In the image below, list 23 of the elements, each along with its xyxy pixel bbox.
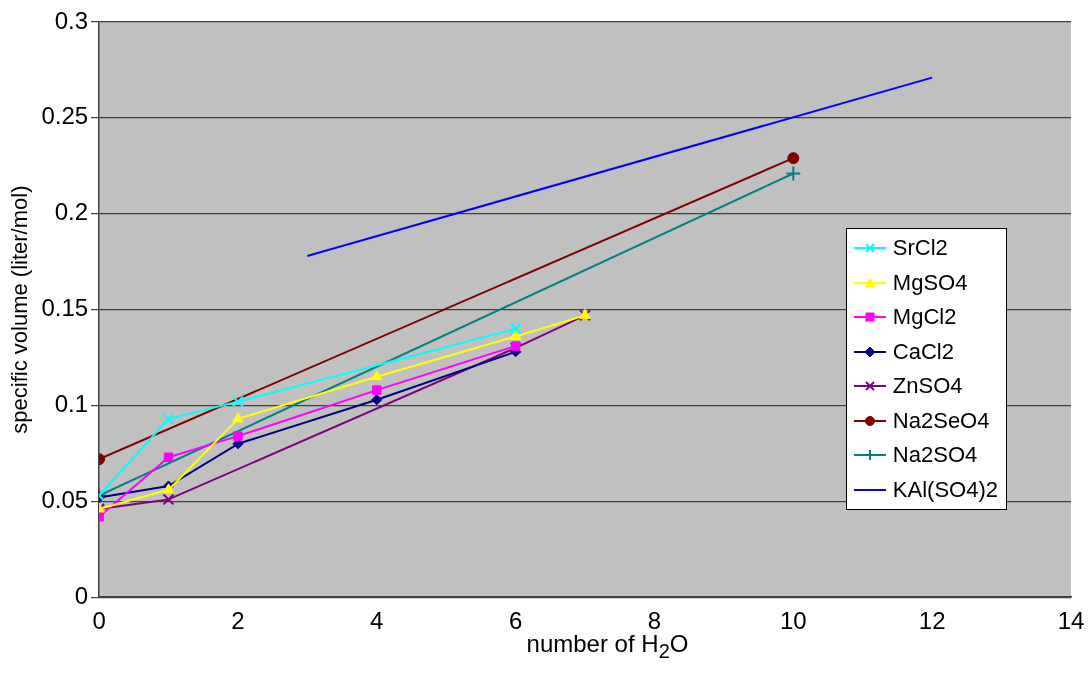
- y-tick-label: 0.05: [41, 485, 89, 513]
- x-tick-label: 14: [1057, 607, 1085, 635]
- legend-label: KAl(SO4)2: [892, 476, 998, 503]
- y-tick-label: 0: [74, 581, 89, 609]
- y-axis-title: specific volume (liter/mol): [7, 185, 33, 434]
- y-tick-label: 0.15: [41, 294, 89, 322]
- legend-label: Na2SeO4: [892, 407, 990, 434]
- x-tick-label: 2: [231, 607, 245, 635]
- x-tick-label: 0: [92, 607, 106, 635]
- y-tick-label: 0.2: [54, 198, 89, 226]
- legend-label: SrCl2: [892, 235, 948, 262]
- y-tick-label: 0.1: [54, 390, 89, 418]
- legend-label: CaCl2: [892, 338, 954, 365]
- x-tick-label: 6: [508, 607, 523, 635]
- legend-label: MgCl2: [892, 304, 957, 331]
- x-tick-label: 12: [918, 607, 946, 635]
- y-tick-label: 0.3: [54, 6, 89, 34]
- legend-label: MgSO4: [892, 269, 968, 296]
- x-tick-label: 4: [370, 607, 384, 635]
- legend-label: ZnSO4: [892, 373, 963, 400]
- x-tick-label: 10: [779, 607, 807, 635]
- legend-label: Na2SO4: [892, 442, 978, 469]
- y-tick-label: 0.25: [41, 102, 89, 130]
